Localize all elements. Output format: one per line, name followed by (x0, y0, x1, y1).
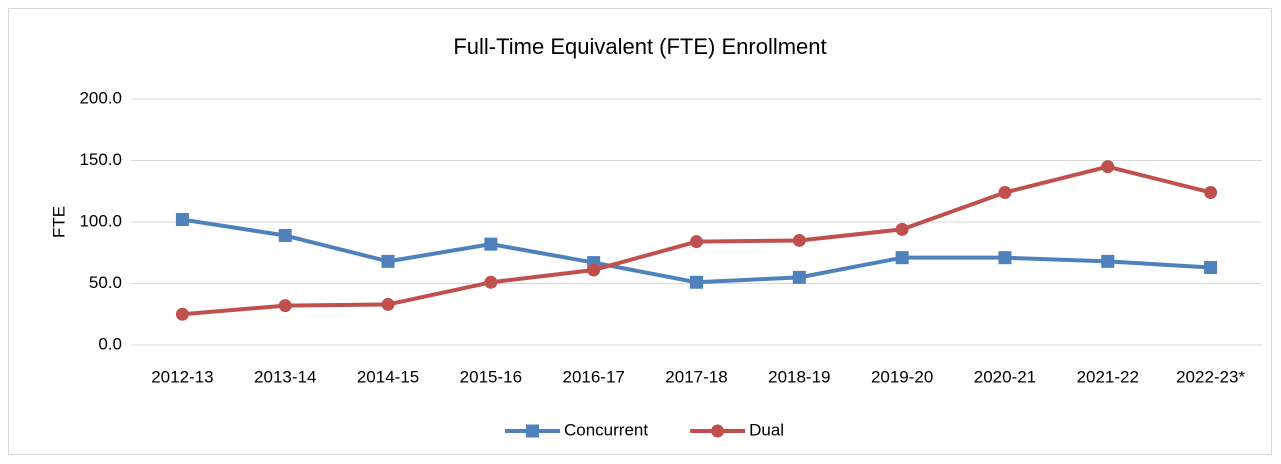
x-tick-label: 2019-20 (871, 367, 933, 386)
x-tick-label: 2022-23* (1176, 367, 1245, 386)
data-point (1101, 254, 1115, 268)
x-tick-label: 2015-16 (460, 367, 522, 386)
x-tick-label: 2018-19 (768, 367, 830, 386)
data-point (1101, 160, 1115, 174)
x-tick-label: 2016-17 (562, 367, 624, 386)
chart-border (8, 8, 1272, 455)
y-axis-label: FTE (49, 206, 68, 238)
x-tick-label: 2017-18 (665, 367, 727, 386)
data-point (278, 229, 292, 243)
data-point (1204, 261, 1218, 275)
data-point (792, 233, 806, 247)
y-tick-label: 200.0 (79, 88, 122, 107)
legend-label: Dual (749, 420, 784, 439)
y-tick-label: 150.0 (79, 150, 122, 169)
data-point (484, 275, 498, 289)
data-point (381, 297, 395, 311)
x-tick-label: 2021-22 (1077, 367, 1139, 386)
y-tick-label: 50.0 (89, 273, 122, 292)
x-tick-label: 2014-15 (357, 367, 419, 386)
data-point (998, 251, 1012, 265)
chart-title: Full-Time Equivalent (FTE) Enrollment (453, 34, 826, 59)
data-point (895, 222, 909, 236)
data-point (690, 275, 703, 289)
data-point (690, 235, 703, 249)
y-tick-label: 0.0 (98, 334, 122, 353)
data-point (278, 299, 292, 313)
data-point (998, 185, 1012, 199)
data-point (175, 307, 189, 321)
legend-marker (711, 424, 725, 438)
y-tick-label: 100.0 (79, 211, 122, 230)
data-point (895, 251, 909, 265)
x-tick-label: 2013-14 (254, 367, 316, 386)
x-tick-label: 2020-21 (974, 367, 1036, 386)
data-point (587, 263, 601, 277)
legend-label: Concurrent (564, 420, 648, 439)
data-point (381, 254, 395, 268)
data-point (175, 213, 189, 227)
data-point (792, 270, 806, 284)
legend-marker (526, 424, 539, 438)
x-tick-label: 2012-13 (151, 367, 213, 386)
data-point (484, 237, 498, 251)
data-point (1204, 185, 1218, 199)
